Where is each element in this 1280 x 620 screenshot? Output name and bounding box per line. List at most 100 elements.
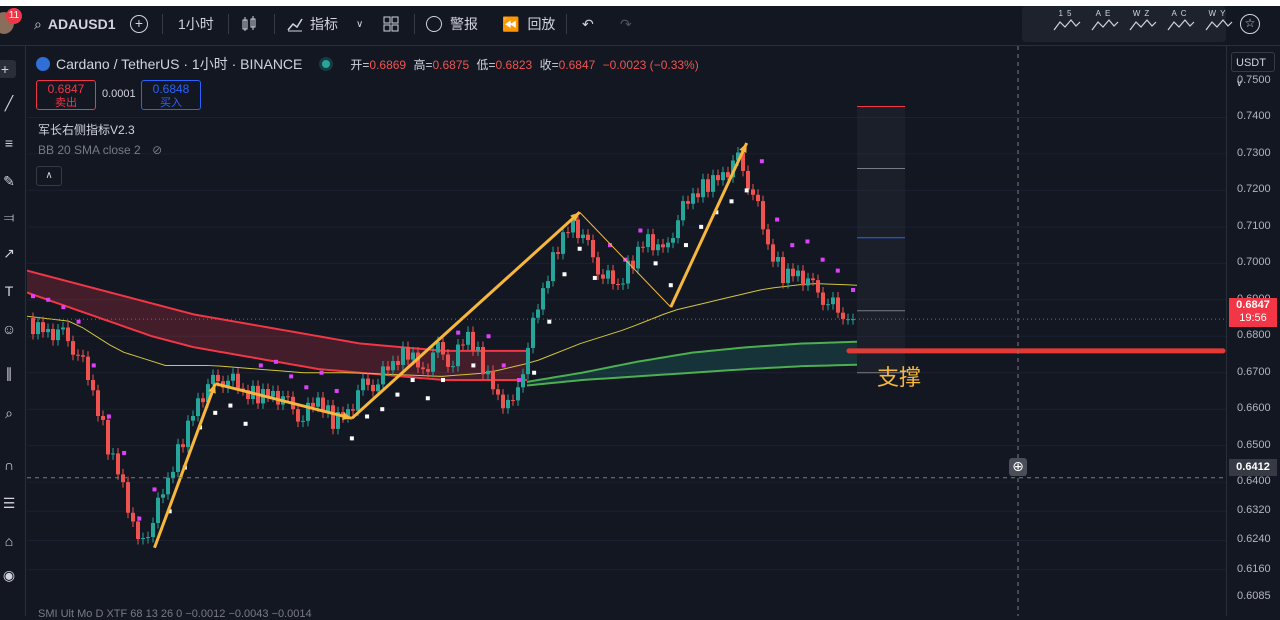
trend-dot-up [714, 210, 719, 215]
buy-price: 0.6848 [152, 82, 190, 96]
candle-body [596, 257, 600, 275]
plus-circle-icon: + [130, 15, 148, 33]
indicator-name-1[interactable]: 军长右侧指标V2.3 [38, 123, 135, 137]
candle-body [586, 234, 590, 240]
trend-dot-down [137, 516, 142, 521]
candle-body [841, 312, 845, 320]
indicator-name-2[interactable]: BB 20 SMA close 2 ⊘ [38, 143, 163, 157]
trend-dot-down [152, 487, 157, 492]
magnet-tool-icon[interactable]: ∩ [3, 457, 15, 473]
candle-body [456, 344, 460, 367]
price-tick: 0.7000 [1237, 256, 1271, 269]
alerts-button[interactable]: 警报 [426, 10, 478, 38]
candle-body [436, 342, 440, 353]
redo-button[interactable]: ↷ [620, 10, 632, 38]
crosshair-price-label: 0.6412 [1229, 459, 1277, 476]
undo-icon: ↶ [582, 15, 594, 32]
candle-body [706, 179, 710, 192]
trend-dot-up [167, 509, 172, 514]
pattern-button-ac[interactable]: AC [1166, 9, 1196, 37]
candle-body [831, 297, 835, 305]
layout-button[interactable] [382, 10, 400, 38]
undo-button[interactable]: ↶ [582, 10, 594, 38]
pattern-button-ae[interactable]: AE [1090, 9, 1120, 37]
eye-tool-icon[interactable]: ◉ [2, 567, 16, 583]
trend-dot-down [638, 228, 643, 233]
candle-body [201, 398, 205, 403]
candle-body [726, 172, 730, 178]
trend-dot-up [532, 370, 537, 375]
candle-body [141, 538, 145, 540]
redo-icon: ↷ [620, 15, 632, 32]
candle-body [801, 270, 805, 286]
pattern-button-15[interactable]: 15 [1052, 9, 1082, 37]
trend-dot-up [577, 246, 582, 251]
cardano-logo-icon [36, 57, 50, 71]
candle-type-button[interactable] [240, 10, 258, 38]
candle-body [561, 232, 565, 254]
candle-body [271, 390, 275, 397]
collapse-legend-button[interactable]: ∧ [36, 166, 62, 186]
chevron-down-icon: ∨ [1236, 78, 1243, 88]
rewind-icon: ⏪ [502, 15, 520, 32]
price-tick: 0.6800 [1237, 329, 1271, 342]
currency-select[interactable]: USDT ∨ [1231, 52, 1275, 88]
indicators-dropdown-icon[interactable]: ∨ [356, 18, 364, 30]
candle-body [166, 477, 170, 495]
emoji-tool-icon[interactable]: ☺ [1, 321, 17, 337]
add-symbol-button[interactable]: + [130, 10, 148, 38]
buy-label: 买入 [160, 97, 182, 109]
candle-body [406, 346, 410, 360]
candle-body [296, 409, 300, 422]
favorite-button[interactable]: ☆ [1240, 10, 1260, 38]
sell-button[interactable]: 0.6847 卖出 [36, 80, 96, 110]
green-band-lower [526, 363, 858, 387]
swing-arrowhead [342, 412, 352, 420]
candle-body [491, 370, 495, 390]
indicators-button[interactable]: 指标 [286, 10, 338, 38]
candle-body [671, 238, 675, 243]
candle-body [111, 453, 115, 455]
buy-button[interactable]: 0.6848 买入 [141, 80, 201, 110]
candle-body [466, 331, 470, 345]
price-chart[interactable] [27, 46, 1226, 616]
trend-dot-down [790, 243, 795, 248]
eye-hidden-icon[interactable]: ⊘ [152, 143, 163, 157]
pattern-tool-icon[interactable]: ⫤ [3, 209, 15, 225]
fib-tool-icon[interactable]: ≡ [4, 135, 14, 151]
zoom-tool-icon[interactable]: ⌕ [5, 405, 13, 421]
candle-body [781, 257, 785, 284]
notification-badge[interactable]: 11 [6, 8, 22, 24]
interval-button[interactable]: 1小时 [178, 16, 214, 32]
trend-dot-down [516, 378, 521, 383]
trend-dot-up [729, 199, 734, 204]
replay-button[interactable]: ⏪ 回放 [502, 10, 555, 38]
crosshair-tool-icon[interactable]: + [0, 60, 16, 78]
candle-body [181, 444, 185, 448]
candle-body [521, 374, 525, 388]
candle-body [366, 378, 370, 385]
candle-body [476, 346, 480, 351]
pattern-button-wz[interactable]: WZ [1128, 9, 1158, 37]
candle-body [461, 344, 465, 346]
trend-dot-down [273, 359, 278, 364]
ruler-tool-icon[interactable]: ∥ [5, 365, 13, 381]
lock-tool-icon[interactable]: ☰ [2, 495, 16, 511]
trendline-tool-icon[interactable]: ╱ [4, 95, 14, 111]
swing-arrowhead [570, 212, 580, 222]
unlock-tool-icon[interactable]: ⌂ [4, 533, 14, 549]
price-tick: 0.7200 [1237, 183, 1271, 196]
symbol-search[interactable]: ⌕ ADAUSD1 [34, 10, 116, 38]
trend-dot-down [91, 363, 96, 368]
text-tool-icon[interactable]: T [4, 283, 14, 299]
candle-body [96, 390, 100, 417]
candle-body [636, 246, 640, 269]
pattern-button-wy[interactable]: WY [1204, 9, 1234, 37]
price-axis[interactable]: USDT ∨ 0.7500 0.7400 0.7300 0.7200 0.7100 0.7… [1226, 46, 1280, 616]
crosshair-add-icon[interactable]: ⊕ [1009, 458, 1027, 476]
candle-body [346, 409, 350, 418]
price-tick: 0.6500 [1237, 438, 1271, 451]
brush-tool-icon[interactable]: ✎ [3, 173, 15, 189]
forecast-tool-icon[interactable]: ↗ [3, 245, 15, 261]
candle-body [91, 380, 95, 391]
